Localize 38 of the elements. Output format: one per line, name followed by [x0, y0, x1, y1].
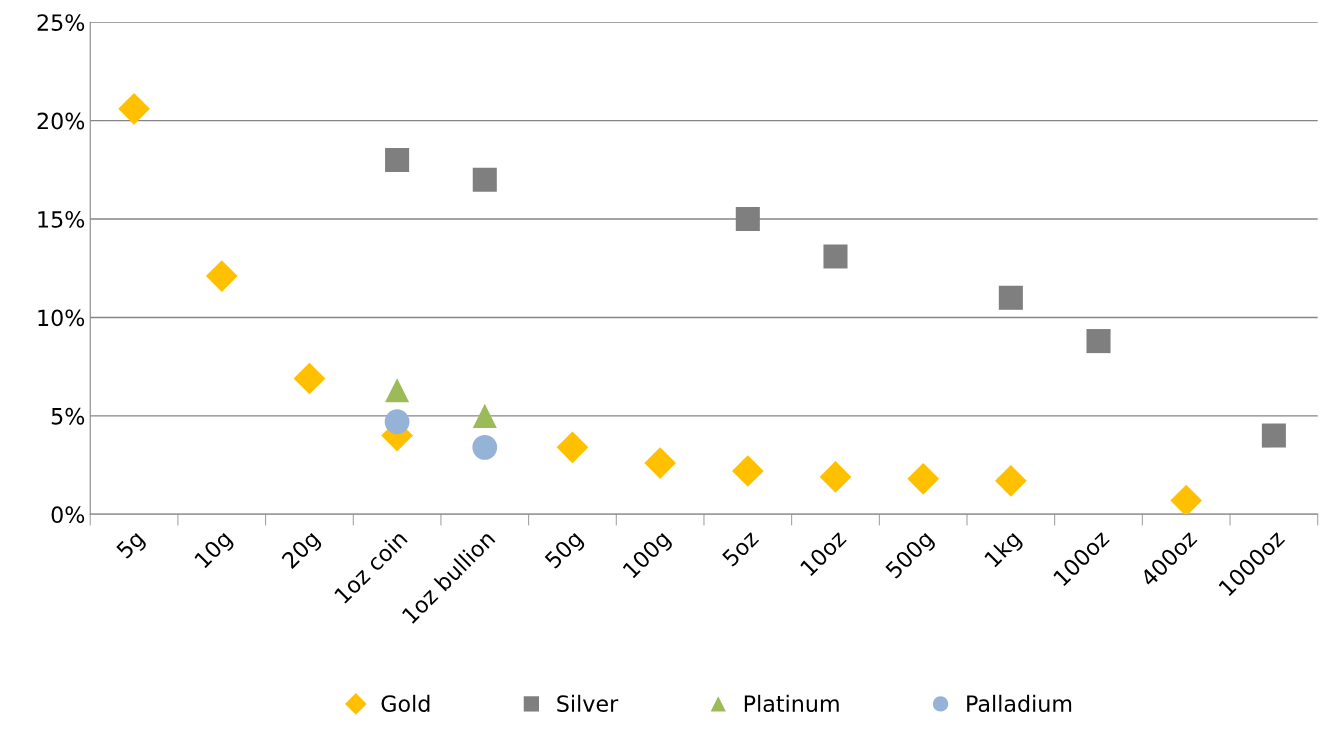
point: [1261, 423, 1286, 448]
point: [731, 455, 764, 487]
point: [998, 285, 1023, 310]
legend-label: Palladium: [967, 694, 1072, 712]
point: [472, 434, 498, 460]
point: [1086, 329, 1111, 354]
legend-label: Platinum: [744, 694, 839, 712]
point: [1170, 484, 1203, 515]
x-tick-label: 50g: [543, 529, 587, 573]
point: [293, 362, 326, 395]
x-tick-label: 5g: [115, 530, 148, 563]
x-tick-label: 1oz coin: [333, 529, 408, 605]
point: [472, 167, 497, 192]
y-tick-label: 0%: [51, 506, 85, 524]
x-tick-label: 10g: [193, 529, 236, 572]
point: [735, 207, 760, 232]
point: [384, 409, 410, 435]
legend-label: Silver: [557, 694, 619, 712]
legend-label: Gold: [381, 694, 430, 712]
point: [385, 378, 410, 403]
x-tick-label: 1kg: [983, 529, 1025, 571]
point: [385, 147, 410, 173]
point: [644, 447, 676, 479]
x-tick-label: 20g: [280, 529, 324, 573]
x-tick-label: 5oz: [721, 529, 760, 567]
y-tick-label: 10%: [38, 309, 85, 327]
point: [205, 260, 238, 292]
y-tick-label: 20%: [37, 112, 85, 130]
point: [819, 461, 852, 493]
point: [118, 92, 150, 125]
point: [472, 403, 497, 428]
point: [556, 431, 589, 464]
y-tick-label: 25%: [37, 14, 85, 31]
point: [995, 465, 1027, 497]
point: [823, 244, 848, 269]
y-tick-label: 15%: [38, 210, 85, 228]
point: [907, 463, 939, 495]
y-tick-label: 5%: [51, 407, 85, 425]
